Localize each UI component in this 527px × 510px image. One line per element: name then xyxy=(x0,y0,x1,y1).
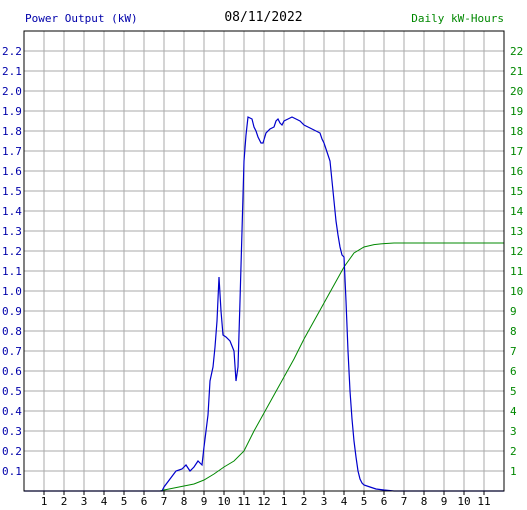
left-tick-label: 1.2 xyxy=(2,245,22,258)
right-tick-label: 17 xyxy=(510,145,523,158)
left-tick-label: 0.1 xyxy=(2,465,22,478)
x-tick-label: 7 xyxy=(161,495,168,508)
right-tick-label: 21 xyxy=(510,65,523,78)
left-tick-label: 1.1 xyxy=(2,265,22,278)
x-tick-label: 6 xyxy=(141,495,148,508)
left-axis-title: Power Output (kW) xyxy=(25,12,138,25)
right-tick-label: 15 xyxy=(510,185,523,198)
left-tick-label: 2.0 xyxy=(2,85,22,98)
left-tick-label: 0.2 xyxy=(2,445,22,458)
x-tick-label: 11 xyxy=(477,495,490,508)
left-tick-label: 2.1 xyxy=(2,65,22,78)
x-tick-label: 6 xyxy=(381,495,388,508)
right-tick-label: 13 xyxy=(510,225,523,238)
left-tick-label: 1.3 xyxy=(2,225,22,238)
left-tick-label: 0.4 xyxy=(2,405,22,418)
x-tick-label: 8 xyxy=(421,495,428,508)
x-tick-label: 3 xyxy=(321,495,328,508)
right-tick-label: 6 xyxy=(510,365,517,378)
right-tick-label: 9 xyxy=(510,305,517,318)
right-tick-label: 18 xyxy=(510,125,523,138)
x-tick-label: 4 xyxy=(341,495,348,508)
left-axis-ticks: 0.1 0.2 0.3 0.4 0.5 0.6 0.7 0.8 0.9 1.0 1.1 1.2 1.3 1… xyxy=(2,45,22,478)
left-tick-label: 1.9 xyxy=(2,105,22,118)
x-tick-label: 3 xyxy=(81,495,88,508)
x-tick-label: 2 xyxy=(61,495,68,508)
right-tick-label: 22 xyxy=(510,45,523,58)
x-tick-label: 1 xyxy=(41,495,48,508)
x-tick-label: 9 xyxy=(441,495,448,508)
left-tick-label: 1.7 xyxy=(2,145,22,158)
x-tick-label: 11 xyxy=(237,495,250,508)
x-axis-ticks: 1 2 3 4 5 6 7 8 9 10 11 12 1 2 3 4 5 6 7 8 9 10 11 xyxy=(41,491,491,508)
right-tick-label: 7 xyxy=(510,345,517,358)
right-tick-label: 4 xyxy=(510,405,517,418)
left-tick-label: 0.3 xyxy=(2,425,22,438)
right-tick-label: 16 xyxy=(510,165,523,178)
x-tick-label: 5 xyxy=(361,495,368,508)
chart-date-title: 08/11/2022 xyxy=(224,10,303,25)
left-tick-label: 1.6 xyxy=(2,165,22,178)
right-axis-title: Daily kW-Hours xyxy=(411,12,504,25)
left-tick-label: 1.8 xyxy=(2,125,22,138)
x-tick-label: 12 xyxy=(257,495,270,508)
x-tick-label: 4 xyxy=(101,495,108,508)
right-tick-label: 8 xyxy=(510,325,517,338)
left-tick-label: 0.5 xyxy=(2,385,22,398)
plot-border xyxy=(23,30,505,492)
x-tick-label: 7 xyxy=(401,495,408,508)
x-tick-label: 8 xyxy=(181,495,188,508)
series-power-output-line xyxy=(24,116,504,492)
right-tick-label: 3 xyxy=(510,425,517,438)
left-tick-label: 0.6 xyxy=(2,365,22,378)
right-tick-label: 14 xyxy=(510,205,524,218)
left-tick-label: 0.8 xyxy=(2,325,22,338)
left-tick-label: 1.4 xyxy=(2,205,22,218)
x-tick-label: 2 xyxy=(301,495,308,508)
left-tick-label: 2.2 xyxy=(2,45,22,58)
x-tick-label: 10 xyxy=(217,495,230,508)
x-tick-label: 9 xyxy=(201,495,208,508)
right-tick-label: 5 xyxy=(510,385,517,398)
right-tick-label: 11 xyxy=(510,265,523,278)
right-tick-label: 1 xyxy=(510,465,517,478)
x-tick-label: 10 xyxy=(457,495,470,508)
right-tick-label: 20 xyxy=(510,85,523,98)
left-tick-label: 0.9 xyxy=(2,305,22,318)
right-tick-label: 12 xyxy=(510,245,523,258)
right-tick-label: 2 xyxy=(510,445,517,458)
x-tick-label: 5 xyxy=(121,495,128,508)
x-tick-label: 1 xyxy=(281,495,288,508)
left-tick-label: 0.7 xyxy=(2,345,22,358)
right-tick-label: 10 xyxy=(510,285,523,298)
left-tick-label: 1.0 xyxy=(2,285,22,298)
left-tick-label: 1.5 xyxy=(2,185,22,198)
right-tick-label: 19 xyxy=(510,105,523,118)
series-daily-kwh-line xyxy=(24,242,504,492)
